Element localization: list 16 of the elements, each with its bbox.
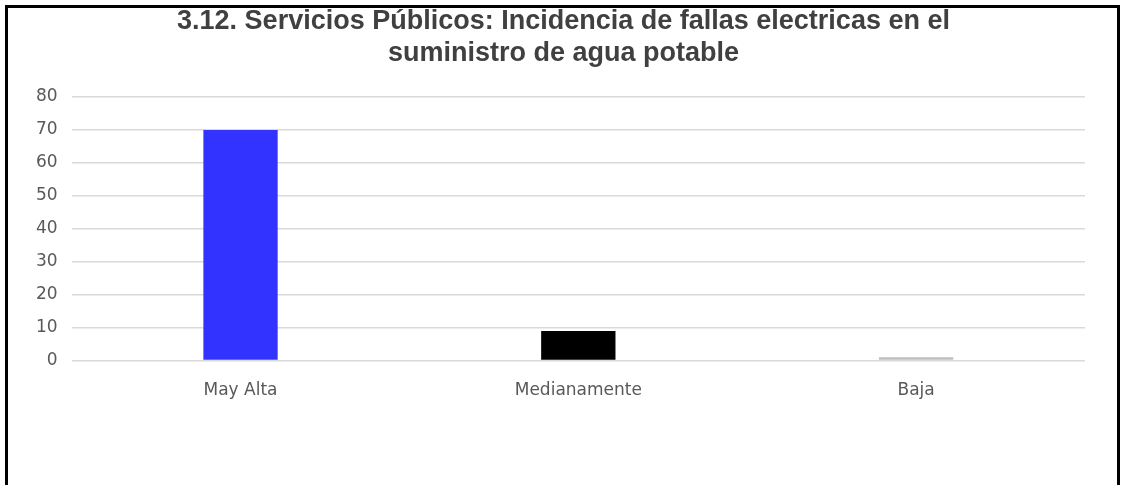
y-tick-label: 60 [35, 151, 58, 172]
x-tick-label: Medianamente [514, 379, 642, 400]
bar [203, 129, 278, 360]
y-tick-label: 50 [35, 184, 58, 205]
chart-title: 3.12. Servicios Públicos: Incidencia de fallas electricas en el suministro de agua potable [176, 4, 951, 68]
x-tick-label: May Alta [203, 379, 278, 400]
y-tick-label: 20 [35, 283, 58, 304]
bar [878, 357, 954, 360]
y-tick-label: 30 [35, 250, 58, 271]
y-tick-label: 80 [35, 85, 58, 106]
y-tick-label: 40 [35, 217, 58, 238]
bar [541, 330, 616, 360]
y-tick-label: 0 [46, 349, 58, 370]
y-tick-label: 10 [35, 316, 58, 337]
x-tick-label: Baja [897, 379, 935, 400]
y-tick-label: 70 [35, 118, 58, 139]
